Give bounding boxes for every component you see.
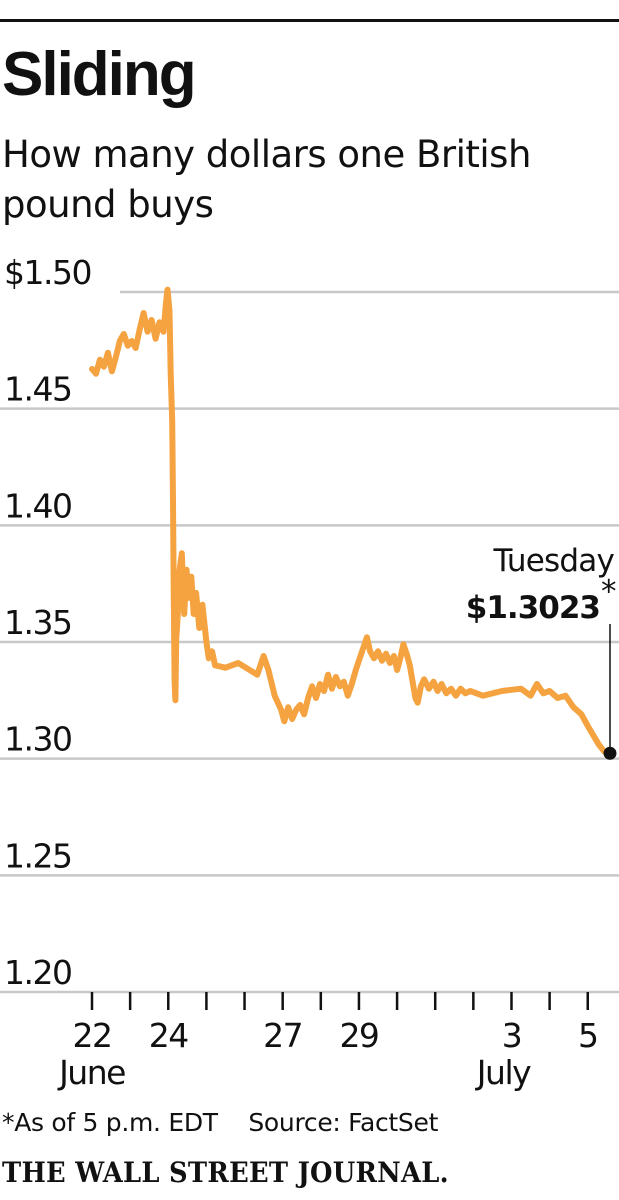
chart-subtitle: How many dollars one British pound buys [2,133,531,226]
annotation-label: Tuesday [492,543,614,579]
x-tick-label: 27 [263,1016,302,1055]
x-tick-label: 29 [339,1016,378,1055]
y-tick-label: 1.35 [4,603,71,642]
annotation-footnote-marker: * [601,574,616,610]
series-line [89,286,613,757]
y-tick-label: 1.45 [4,370,71,409]
x-tick-sublabel: June [57,1053,125,1092]
chart-title: Sliding [2,40,197,109]
x-tick-label: 3 [502,1016,522,1055]
latest-value-annotation: Tuesday $1.3023 * [466,543,617,754]
x-tick-label: 5 [578,1016,598,1055]
y-tick-label: 1.40 [4,486,71,525]
x-tick-label: 24 [149,1016,188,1055]
x-tick-sublabel: July [475,1053,531,1092]
y-tick-label: 1.30 [4,720,71,759]
x-tick-label: 22 [73,1016,112,1055]
y-tick-label: $1.50 [4,253,91,292]
annotation-value: $1.3023 [466,590,600,626]
latest-value-dot [603,746,617,760]
y-axis-tick-labels: $1.50 1.45 1.40 1.35 1.30 1.25 1.20 [4,253,92,992]
top-rule [0,19,619,22]
publisher-logo: THE WALL STREET JOURNAL. [2,1156,449,1189]
gridlines [0,290,619,994]
y-tick-label: 1.25 [4,836,71,875]
footnote-source: *As of 5 p.m. EDT Source: FactSet [2,1108,439,1137]
series-layer [89,286,617,760]
y-tick-label: 1.20 [4,953,71,992]
